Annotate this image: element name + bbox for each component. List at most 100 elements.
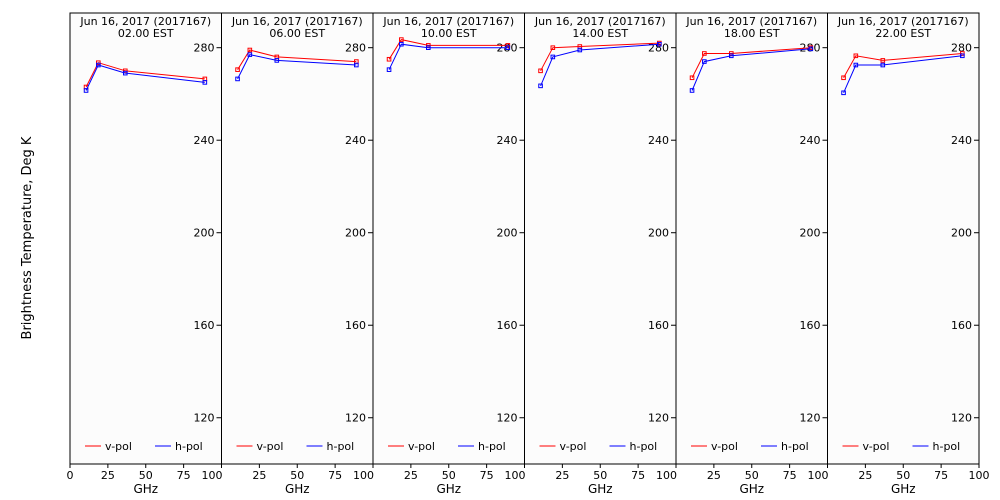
panel-title-time: 02.00 EST [118,27,174,40]
x-axis-label: GHz [133,482,158,496]
legend-label-h-pol: h-pol [933,440,961,453]
x-tick-label: 100 [656,469,677,482]
data-point-v-pol [853,53,859,59]
y-tick-label: 200 [497,227,518,240]
data-point-v-pol [399,37,404,42]
data-point-h-pol [425,45,431,50]
x-tick-label: 25 [707,469,721,482]
data-point-h-pol [83,88,89,93]
data-point-h-pol [841,90,846,96]
y-tick-label: 160 [194,319,215,332]
panel-title-time: 22.00 EST [875,27,931,40]
data-point-h-pol [577,47,583,53]
series-line-v-pol [691,47,811,79]
panel-title-time: 06.00 EST [269,27,325,40]
y-tick-label: 200 [648,227,669,240]
data-point-h-pol [386,67,392,72]
x-tick-label: 50 [139,469,153,482]
series-line-h-pol [388,43,508,70]
x-tick-label: 100 [808,469,829,482]
series-line-v-pol [85,62,205,88]
x-tick-label: 75 [177,469,191,482]
data-point-h-pol [702,59,707,64]
data-point-h-pol [689,88,695,93]
panel-title-date: Jun 16, 2017 (2017167) [837,15,969,28]
y-tick-label: 160 [497,319,518,332]
x-tick-label: 100 [353,469,374,482]
series-line-h-pol [85,64,205,91]
data-point-h-pol [354,62,359,68]
y-tick-label: 160 [951,319,972,332]
panel-5: Jun 16, 2017 (2017167)18.00 EST 120 160 200… [675,12,829,496]
panel-3: Jun 16, 2017 (2017167)10.00 EST 120 160 200… [372,12,526,496]
data-point-h-pol [808,46,814,52]
data-point-h-pol [399,41,404,47]
data-point-v-pol [550,45,556,50]
panel-title-date: Jun 16, 2017 (2017167) [79,15,211,28]
series-line-h-pol [691,48,811,91]
panel-title-date: Jun 16, 2017 (2017167) [231,15,363,28]
y-tick-label: 160 [345,319,366,332]
panel-title-date: Jun 16, 2017 (2017167) [534,15,666,28]
y-tick-label: 240 [800,134,821,147]
x-tick-label: 75 [631,469,645,482]
x-tick-label: 25 [101,469,115,482]
x-tick-label: 50 [745,469,759,482]
data-point-v-pol [425,43,431,48]
series-line-v-pol [540,42,660,72]
y-tick-label: 240 [648,134,669,147]
panel-6: Jun 16, 2017 (2017167)22.00 EST 120 160 200… [827,12,990,496]
data-point-h-pol [853,62,859,68]
data-point-h-pol [538,83,543,89]
panel-frame [69,12,222,465]
x-tick-label: 25 [252,469,266,482]
y-tick-label: 240 [497,134,518,147]
data-point-h-pol [202,80,208,85]
y-tick-label: 280 [951,42,972,55]
y-tick-label: 160 [800,319,821,332]
y-tick-label: 240 [194,134,215,147]
x-tick-label: 25 [555,469,569,482]
series-line-h-pol [843,55,963,94]
data-point-v-pol [505,43,511,48]
data-point-v-pol [247,47,253,53]
legend-label-v-pol: v-pol [408,440,435,453]
panel-frame [372,12,525,465]
x-tick-label: 75 [480,469,494,482]
data-point-v-pol [702,51,707,56]
data-point-h-pol [728,53,734,59]
x-axis-label: GHz [436,482,461,496]
data-point-h-pol [550,54,556,60]
y-tick-label: 240 [951,134,972,147]
y-axis-label: Brightness Temperature, Deg K [20,136,35,339]
x-tick-label: 75 [783,469,797,482]
data-point-v-pol [960,51,965,56]
data-point-v-pol [538,68,543,74]
legend-label-v-pol: v-pol [105,440,132,453]
series-line-h-pol [237,54,357,80]
data-point-h-pol [96,62,101,68]
panel-frame [827,12,980,465]
data-point-v-pol [880,58,886,63]
y-tick-label: 280 [345,42,366,55]
data-point-h-pol [235,76,240,82]
x-axis-label: GHz [285,482,310,496]
x-tick-label: 50 [896,469,910,482]
y-tick-label: 240 [345,134,366,147]
x-tick-label: 100 [505,469,526,482]
data-point-v-pol [728,51,734,56]
x-tick-label: 25 [404,469,418,482]
legend-label-v-pol: v-pol [863,440,890,453]
y-tick-label: 120 [800,412,821,425]
data-point-h-pol [505,45,511,50]
data-point-h-pol [122,70,128,76]
x-tick-label: 75 [934,469,948,482]
panel-1: Jun 16, 2017 (2017167)02.00 EST 120 160 200… [67,12,223,496]
panel-2: Jun 16, 2017 (2017167)06.00 EST 120 160 200… [221,12,374,496]
x-axis-label: GHz [739,482,764,496]
y-tick-label: 280 [194,42,215,55]
x-tick-label: 100 [969,469,990,482]
legend-label-h-pol: h-pol [781,440,809,453]
series-line-h-pol [540,43,660,87]
